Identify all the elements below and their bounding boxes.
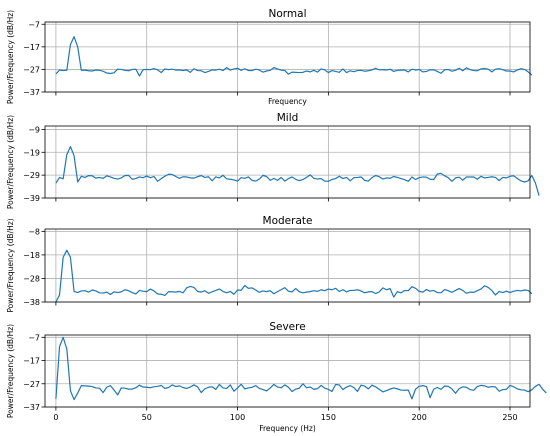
y-axis-label: Power/Frequency (dB/Hz) [6, 10, 15, 104]
y-tick-label: −17 [23, 357, 40, 366]
y-tick-label: −29 [23, 171, 40, 180]
y-tick-label: −28 [23, 274, 40, 283]
series-line-1 [55, 145, 540, 196]
y-tick-label: −27 [23, 380, 40, 389]
series-line-1 [55, 336, 547, 401]
y-tick-label: −7 [28, 333, 40, 342]
x-tick-label: 100 [230, 413, 245, 422]
subplot-title: Normal [269, 8, 307, 20]
x-tick-label: 0 [53, 413, 58, 422]
y-tick-label: −9 [28, 125, 40, 134]
series-line-1 [55, 249, 533, 303]
axes-frame [44, 334, 531, 408]
subplot-1: −37 −27 −17 −7 Normal Frequency Power/Frequenc… [6, 8, 533, 106]
axes-frame [44, 228, 531, 303]
x-tick-label: 50 [142, 413, 152, 422]
y-tick-label: −37 [23, 403, 40, 412]
x-tick-label: 250 [502, 413, 517, 422]
y-tick-label: −18 [23, 251, 40, 260]
series-line-1 [55, 36, 533, 77]
y-tick-label: −27 [23, 65, 40, 74]
subplot-title: Mild [277, 112, 299, 124]
axes-frame [44, 125, 531, 199]
y-axis-label: Power/Frequency (dB/Hz) [6, 115, 15, 209]
axes-frame [44, 21, 531, 93]
subplot-title: Moderate [263, 215, 313, 227]
x-tick-label: 150 [321, 413, 336, 422]
y-tick-label: −19 [23, 148, 40, 157]
x-axis-label: Frequency [268, 97, 307, 106]
x-tick-label: 200 [412, 413, 427, 422]
y-tick-label: −17 [23, 43, 40, 52]
x-axis-label: Frequency (Hz) [259, 424, 316, 433]
subplot-2: −39 −29 −19 −9 Mild Power/Frequency (dB/Hz) [6, 112, 540, 209]
y-tick-label: −38 [23, 298, 40, 307]
y-tick-label: −37 [23, 88, 40, 97]
y-axis-label: Power/Frequency (dB/Hz) [6, 218, 15, 312]
y-axis-label: Power/Frequency (dB/Hz) [6, 324, 15, 418]
subplot-4: −37 −27 −17 −7 0 50 100 150 200 250 Severe Frequenc… [6, 321, 547, 433]
subplot-title: Severe [269, 321, 305, 333]
subplot-3: −38 −28 −18 −8 Moderate Power/Frequency (dB/H… [6, 215, 533, 313]
y-tick-label: −7 [28, 20, 40, 29]
y-tick-label: −8 [28, 227, 40, 236]
y-tick-label: −39 [23, 194, 40, 203]
